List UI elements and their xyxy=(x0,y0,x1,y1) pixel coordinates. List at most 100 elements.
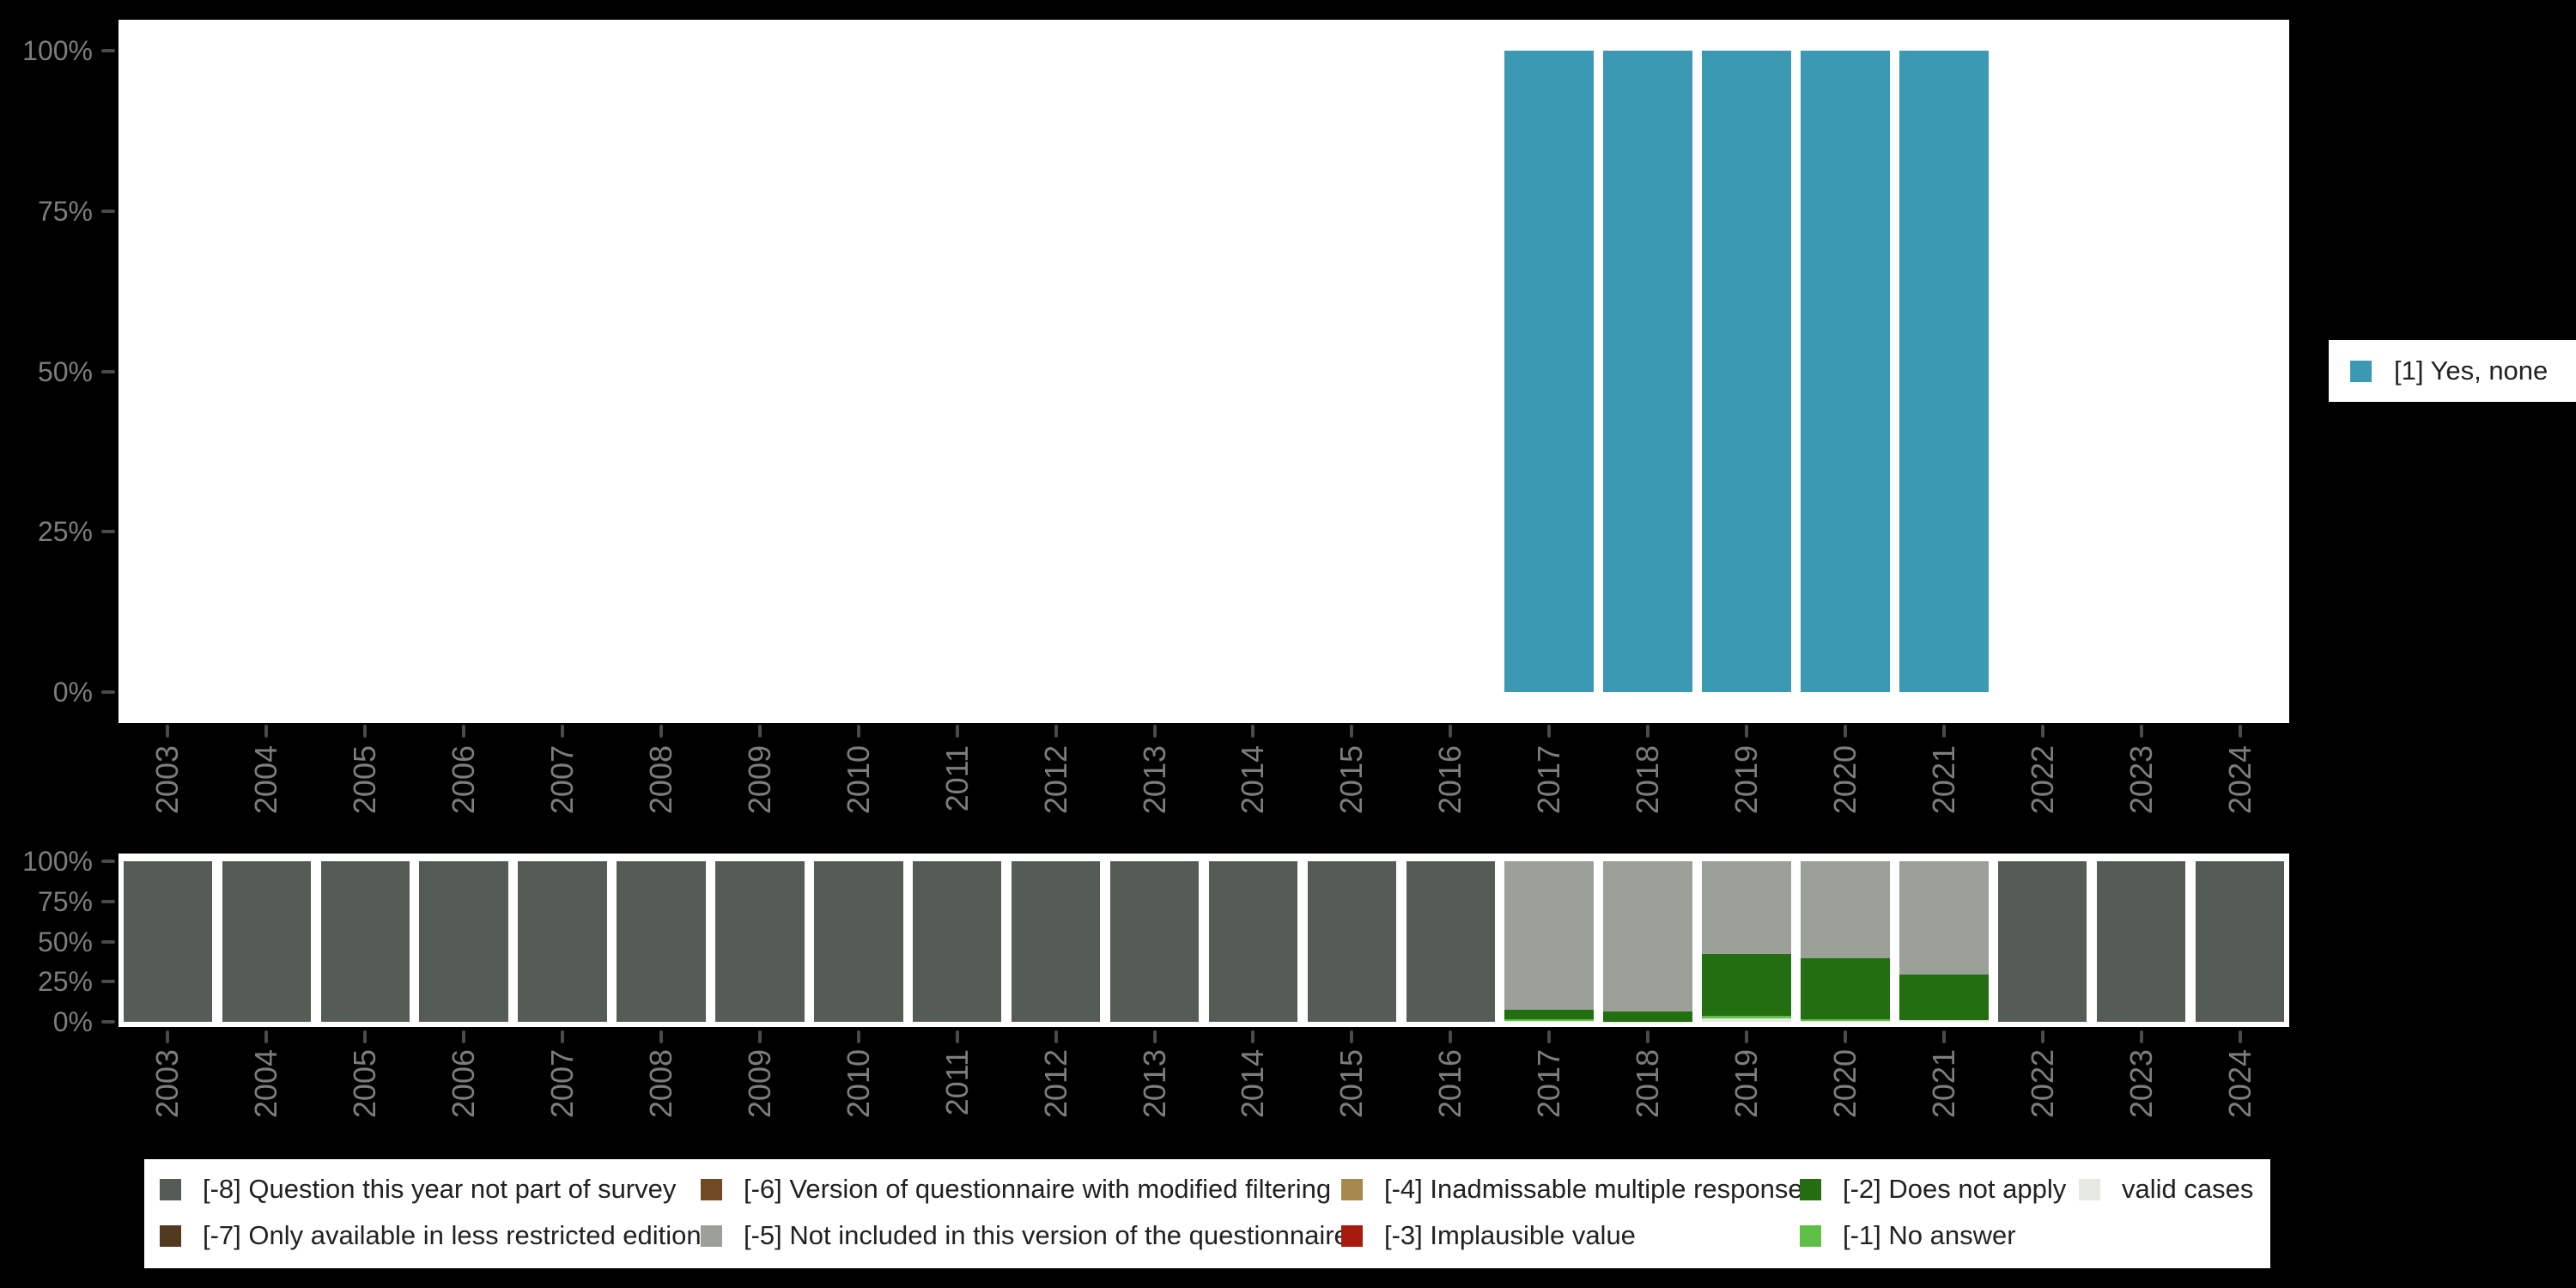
legend-swatch-m3 xyxy=(1341,1224,1363,1247)
legend-label-valid: valid cases xyxy=(2122,1174,2254,1204)
missing-bar-2017-segment-m5 xyxy=(1504,861,1594,1010)
missing-bar-2017-segment-valid xyxy=(1504,1021,1594,1022)
missing-bar-2003-segment-m8 xyxy=(123,861,213,1022)
missing-bar-2016 xyxy=(1406,861,1495,1022)
missing-chart-x-tick xyxy=(462,1030,466,1043)
missing-chart-y-label: 50% xyxy=(37,926,93,957)
legend-item-m6: [-6] Version of questionnaire with modif… xyxy=(701,1166,1331,1212)
missing-bar-2018 xyxy=(1603,861,1692,1022)
legend-swatch-valid xyxy=(2079,1178,2100,1200)
bar-2017 xyxy=(1504,51,1594,692)
bar-2020 xyxy=(1801,51,1890,692)
missing-chart-y-tick xyxy=(101,899,115,903)
bar-2018-segment-yes-none xyxy=(1603,51,1692,692)
missing-chart-x-tick xyxy=(1449,1030,1453,1043)
missing-bar-2018-segment-m5 xyxy=(1603,861,1692,1012)
values-legend: [1] Yes, none xyxy=(2329,340,2576,402)
missing-chart-x-tick xyxy=(1547,1030,1552,1043)
missing-bar-2005 xyxy=(320,861,410,1022)
main-chart-x-tick xyxy=(1152,725,1157,738)
missing-bar-2019 xyxy=(1702,861,1791,1022)
missing-bar-2020 xyxy=(1801,861,1890,1022)
missing-bar-2023 xyxy=(2096,861,2186,1022)
missing-chart-x-tick xyxy=(1745,1030,1748,1043)
legend-swatch-m6 xyxy=(701,1178,722,1200)
missing-chart-x-tick xyxy=(363,1030,368,1043)
missing-bar-2004-segment-m8 xyxy=(222,861,312,1022)
missing-bar-2017 xyxy=(1504,861,1594,1022)
missing-bar-2011 xyxy=(913,861,1002,1022)
missing-bar-2014 xyxy=(1208,861,1298,1022)
main-chart-x-tick xyxy=(1843,725,1847,738)
missing-bar-2018-segment-m2 xyxy=(1603,1011,1692,1022)
legend-label-m4: [-4] Inadmissable multiple response xyxy=(1384,1174,1803,1204)
missing-bar-2022 xyxy=(1998,861,2087,1022)
missing-chart-x-tick xyxy=(2139,1030,2143,1043)
bar-2018 xyxy=(1603,51,1692,692)
missing-chart-y-tick xyxy=(101,939,115,944)
legend-item-m4: [-4] Inadmissable multiple response xyxy=(1341,1166,1803,1212)
main-chart-y-label: 100% xyxy=(22,35,93,66)
legend-item-m5: [-5] Not included in this version of the… xyxy=(701,1212,1349,1259)
main-chart-y-label: 25% xyxy=(37,516,93,548)
main-chart-x-tick xyxy=(1251,725,1255,738)
missing-bar-2015 xyxy=(1307,861,1397,1022)
missing-bar-2019-segment-valid xyxy=(1702,1018,1791,1022)
bar-2019 xyxy=(1702,51,1791,692)
legend-label-m2: [-2] Does not apply xyxy=(1843,1174,2067,1204)
legend-swatch-m5 xyxy=(701,1224,722,1247)
main-chart-x-tick xyxy=(166,725,170,738)
legend-swatch-m2 xyxy=(1800,1178,1821,1200)
missing-bar-2014-segment-m8 xyxy=(1208,861,1298,1022)
missing-bar-2016-segment-m8 xyxy=(1406,861,1495,1022)
missing-bar-2019-segment-m2 xyxy=(1702,954,1791,1017)
missing-chart-x-tick xyxy=(1350,1030,1354,1043)
legend-label-m6: [-6] Version of questionnaire with modif… xyxy=(744,1174,1332,1204)
missing-bar-2021-segment-valid xyxy=(1899,1020,1989,1022)
legend-swatch-m4 xyxy=(1341,1178,1363,1200)
missing-chart-y-label: 0% xyxy=(52,1006,93,1037)
missing-chart-x-tick xyxy=(856,1030,860,1043)
missing-bar-2003 xyxy=(123,861,213,1022)
legend-swatch-m8 xyxy=(160,1178,181,1200)
legend-label-m3: [-3] Implausible value xyxy=(1384,1220,1636,1250)
missing-chart-x-tick xyxy=(1054,1030,1058,1043)
missing-chart-x-tick xyxy=(1843,1030,1847,1043)
missing-chart-y-tick xyxy=(101,860,115,863)
legend-item-m8: [-8] Question this year not part of surv… xyxy=(160,1166,676,1212)
missing-bar-2008 xyxy=(617,861,706,1022)
legend-item-m2: [-2] Does not apply xyxy=(1800,1166,2066,1212)
missing-bar-2007 xyxy=(518,861,607,1022)
legend-label-m1: [-1] No answer xyxy=(1843,1220,2016,1250)
missing-bar-2006-segment-m8 xyxy=(419,861,508,1022)
main-chart-y-tick xyxy=(101,530,115,534)
main-chart-x-tick xyxy=(2139,725,2143,738)
main-chart-x-tick xyxy=(1350,725,1354,738)
missing-bar-2020-segment-m5 xyxy=(1801,861,1890,958)
missing-bar-2012 xyxy=(1011,861,1101,1022)
missing-chart-x-tick xyxy=(757,1030,762,1043)
main-chart-x-tick xyxy=(659,725,663,738)
legend-item-m1: [-1] No answer xyxy=(1800,1212,2016,1259)
missing-bar-2021-segment-m5 xyxy=(1899,861,1989,975)
legend-item-m3: [-3] Implausible value xyxy=(1341,1212,1636,1259)
main-chart-x-tick xyxy=(1449,725,1453,738)
missing-chart-x-tick xyxy=(264,1030,269,1043)
legend-item-m7: [-7] Only available in less restricted e… xyxy=(160,1212,702,1259)
missing-bar-2015-segment-m8 xyxy=(1307,861,1397,1022)
missing-chart-x-tick xyxy=(166,1030,170,1043)
missing-bar-2009-segment-m8 xyxy=(715,861,805,1022)
missing-chart-x-tick xyxy=(2238,1030,2242,1043)
legend-label-m5: [-5] Not included in this version of the… xyxy=(744,1220,1349,1250)
missing-chart-y-label: 25% xyxy=(37,966,93,998)
missing-bar-2013 xyxy=(1109,861,1200,1022)
missing-bar-2008-segment-m8 xyxy=(617,861,706,1022)
missing-bar-2009 xyxy=(715,861,805,1022)
missing-bar-2024 xyxy=(2195,861,2285,1022)
main-chart-x-tick xyxy=(363,725,368,738)
missing-bar-2010 xyxy=(814,861,903,1022)
missing-bar-2017-segment-m2 xyxy=(1504,1010,1594,1019)
main-chart-x-tick xyxy=(1054,725,1058,738)
missing-values-legend: [-8] Question this year not part of surv… xyxy=(144,1159,2270,1268)
